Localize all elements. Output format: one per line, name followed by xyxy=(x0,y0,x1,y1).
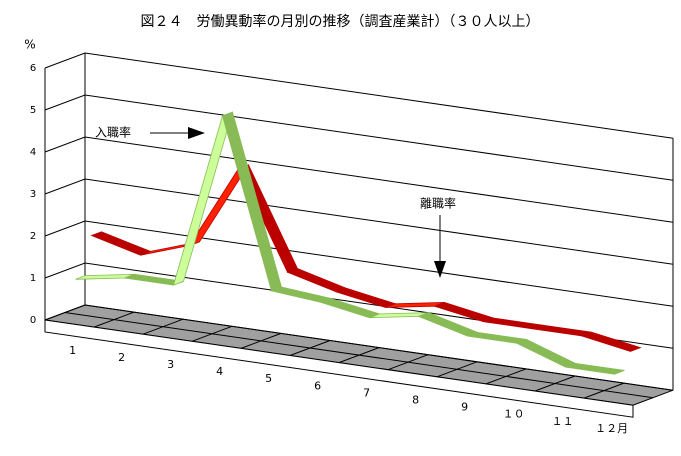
y-tick-label: 6 xyxy=(30,63,36,74)
grid-line xyxy=(44,52,674,139)
ribbon-segment xyxy=(286,268,348,293)
x-tick-label: 2 xyxy=(118,351,125,364)
x-tick-label: 1 xyxy=(69,344,76,357)
floor-front xyxy=(44,319,634,418)
x-tick-label: １０ xyxy=(503,408,525,421)
annotations: 入職率 離職率 xyxy=(95,125,456,278)
grid-line xyxy=(44,136,674,223)
x-tick-label: 3 xyxy=(167,358,174,371)
grid-line xyxy=(44,304,674,391)
x-tick-label: 9 xyxy=(461,401,468,414)
ribbon-segment xyxy=(222,111,282,292)
y-tick-label: 0 xyxy=(30,315,36,326)
y-tick-label: 1 xyxy=(30,273,36,284)
floor-line xyxy=(64,312,654,399)
y-tick-label: 2 xyxy=(30,231,36,242)
y-tick-label: 3 xyxy=(30,189,36,200)
chart-title: 図２４ 労働異動率の月別の推移（調査産業計）（３０人以上） xyxy=(141,13,540,30)
x-tick-label: １２月 xyxy=(595,422,628,435)
ribbons xyxy=(75,111,642,375)
y-tick-label: 5 xyxy=(30,105,36,116)
ribbon-segment xyxy=(565,362,625,375)
ribbon-segment xyxy=(515,338,577,368)
arrow-head xyxy=(434,261,446,278)
x-tick-label: １１ xyxy=(552,415,574,428)
grid-line xyxy=(44,94,674,181)
ribbon-segment xyxy=(90,231,152,256)
x-tick-label: 6 xyxy=(314,379,321,392)
ribbon-segment xyxy=(580,331,642,352)
ribbon-segment xyxy=(270,286,332,303)
x-tick-label: 8 xyxy=(412,394,419,407)
x-tick-label: 7 xyxy=(363,386,370,399)
x-tick-label: 5 xyxy=(265,372,272,385)
annotation: 入職率 xyxy=(95,125,131,140)
annotation: 離職率 xyxy=(420,196,456,211)
ribbon-segment xyxy=(467,331,527,344)
grid-line xyxy=(44,178,674,265)
ribbon-segment xyxy=(532,324,592,337)
y-tick-label: 4 xyxy=(30,147,36,158)
floor xyxy=(44,304,674,418)
ribbon-segment xyxy=(483,317,543,330)
y-unit: % xyxy=(24,38,35,52)
arrow-head xyxy=(188,127,205,139)
x-tick-label: 4 xyxy=(216,365,223,378)
walls: 0 1 2 3 4 5 6 1 2 3 4 5 6 7 8 9 １０ １１ １２月 xyxy=(30,52,674,435)
grid-line xyxy=(44,220,674,307)
